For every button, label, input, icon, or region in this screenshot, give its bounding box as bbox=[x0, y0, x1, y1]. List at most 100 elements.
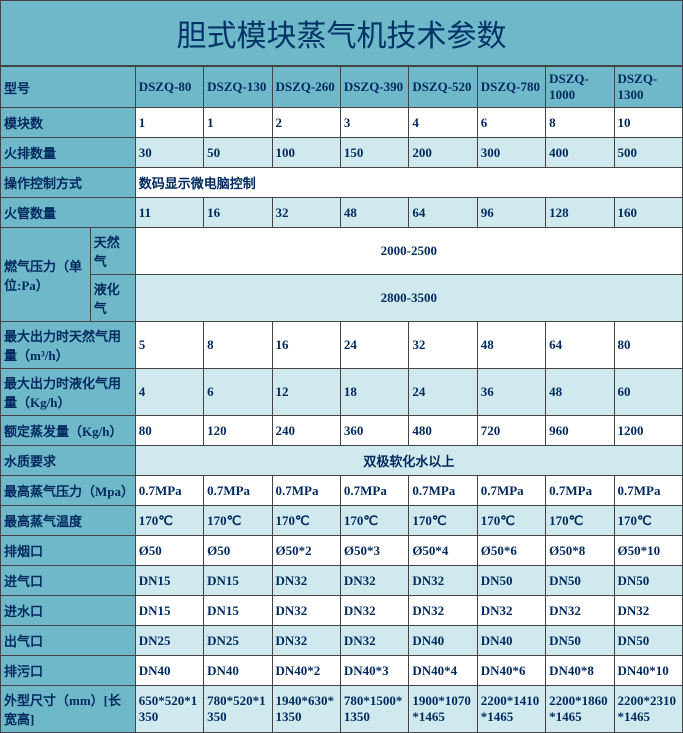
cell: 0.7MPa bbox=[614, 476, 682, 506]
cell: DN40*2 bbox=[272, 656, 340, 686]
cell: 水质要求 bbox=[1, 446, 136, 476]
cell: 数码显示微电脑控制 bbox=[135, 168, 682, 198]
cell: 170℃ bbox=[204, 506, 272, 536]
cell: 最高蒸气温度 bbox=[1, 506, 136, 536]
cell: 模块数 bbox=[1, 108, 136, 138]
cell: 8 bbox=[204, 322, 272, 369]
cell: DN32 bbox=[272, 566, 340, 596]
spec-table: 型号DSZQ-80DSZQ-130DSZQ-260DSZQ-390DSZQ-52… bbox=[0, 66, 683, 733]
cell: 进气口 bbox=[1, 566, 136, 596]
cell: 170℃ bbox=[340, 506, 408, 536]
cell: 操作控制方式 bbox=[1, 168, 136, 198]
cell: DN25 bbox=[204, 626, 272, 656]
cell: 650*520*1350 bbox=[135, 686, 203, 733]
cell: DN32 bbox=[272, 626, 340, 656]
cell: DN32 bbox=[477, 596, 545, 626]
cell: DN32 bbox=[340, 596, 408, 626]
cell: 5 bbox=[135, 322, 203, 369]
cell: 240 bbox=[272, 416, 340, 446]
cell: 16 bbox=[204, 198, 272, 228]
cell: Ø50 bbox=[204, 536, 272, 566]
cell: 1 bbox=[135, 108, 203, 138]
cell: DN32 bbox=[272, 596, 340, 626]
cell: 4 bbox=[135, 369, 203, 416]
cell: DN40*6 bbox=[477, 656, 545, 686]
cell: 128 bbox=[546, 198, 614, 228]
cell: 10 bbox=[614, 108, 682, 138]
cell: 500 bbox=[614, 138, 682, 168]
cell: 4 bbox=[409, 108, 477, 138]
cell: Ø50*4 bbox=[409, 536, 477, 566]
cell: 6 bbox=[477, 108, 545, 138]
cell: 48 bbox=[477, 322, 545, 369]
cell: 24 bbox=[340, 322, 408, 369]
cell: DN32 bbox=[614, 596, 682, 626]
cell: DSZQ-1300 bbox=[614, 67, 682, 108]
cell: 480 bbox=[409, 416, 477, 446]
cell: 64 bbox=[546, 322, 614, 369]
cell: DN40*4 bbox=[409, 656, 477, 686]
cell: 天然气 bbox=[90, 228, 135, 275]
cell: DN15 bbox=[204, 566, 272, 596]
cell: 火管数量 bbox=[1, 198, 136, 228]
cell: 200 bbox=[409, 138, 477, 168]
cell: DN50 bbox=[546, 566, 614, 596]
cell: 1940*630*1350 bbox=[272, 686, 340, 733]
cell: 3 bbox=[340, 108, 408, 138]
cell: 双极软化水以上 bbox=[135, 446, 682, 476]
cell: 720 bbox=[477, 416, 545, 446]
cell: 96 bbox=[477, 198, 545, 228]
cell: 1 bbox=[204, 108, 272, 138]
cell: 80 bbox=[135, 416, 203, 446]
cell: DN40*3 bbox=[340, 656, 408, 686]
cell: DN40 bbox=[135, 656, 203, 686]
table-title: 胆式模块蒸气机技术参数 bbox=[0, 0, 683, 66]
cell: 120 bbox=[204, 416, 272, 446]
cell: DN40 bbox=[204, 656, 272, 686]
cell: DN50 bbox=[614, 626, 682, 656]
cell: 最大出力时液化气用量（Kg/h） bbox=[1, 369, 136, 416]
cell: 170℃ bbox=[409, 506, 477, 536]
cell: 30 bbox=[135, 138, 203, 168]
cell: 2800-3500 bbox=[135, 275, 682, 322]
cell: 2 bbox=[272, 108, 340, 138]
cell: 11 bbox=[135, 198, 203, 228]
cell: 400 bbox=[546, 138, 614, 168]
cell: DN32 bbox=[409, 566, 477, 596]
cell: DN32 bbox=[546, 596, 614, 626]
cell: 型号 bbox=[1, 67, 136, 108]
cell: 2200*1410*1465 bbox=[477, 686, 545, 733]
cell: 2200*1860*1465 bbox=[546, 686, 614, 733]
cell: 24 bbox=[409, 369, 477, 416]
cell: Ø50*3 bbox=[340, 536, 408, 566]
cell: DN50 bbox=[477, 566, 545, 596]
cell: DSZQ-390 bbox=[340, 67, 408, 108]
cell: 48 bbox=[340, 198, 408, 228]
cell: Ø50 bbox=[135, 536, 203, 566]
cell: DN15 bbox=[204, 596, 272, 626]
cell: 16 bbox=[272, 322, 340, 369]
cell: 0.7MPa bbox=[135, 476, 203, 506]
cell: DN40*10 bbox=[614, 656, 682, 686]
cell: 0.7MPa bbox=[340, 476, 408, 506]
cell: DSZQ-260 bbox=[272, 67, 340, 108]
cell: 170℃ bbox=[477, 506, 545, 536]
cell: DN32 bbox=[409, 596, 477, 626]
cell: 18 bbox=[340, 369, 408, 416]
cell: 2200*2310*1465 bbox=[614, 686, 682, 733]
cell: 0.7MPa bbox=[546, 476, 614, 506]
cell: 360 bbox=[340, 416, 408, 446]
cell: 780*520*1350 bbox=[204, 686, 272, 733]
cell: 外型尺寸（mm）[长宽高] bbox=[1, 686, 136, 733]
cell: 60 bbox=[614, 369, 682, 416]
cell: Ø50*6 bbox=[477, 536, 545, 566]
cell: 1200 bbox=[614, 416, 682, 446]
cell: DN15 bbox=[135, 566, 203, 596]
cell: Ø50*10 bbox=[614, 536, 682, 566]
cell: 最高蒸气压力（Mpa） bbox=[1, 476, 136, 506]
cell: 火排数量 bbox=[1, 138, 136, 168]
cell: 8 bbox=[546, 108, 614, 138]
cell: 48 bbox=[546, 369, 614, 416]
cell: 64 bbox=[409, 198, 477, 228]
cell: DSZQ-130 bbox=[204, 67, 272, 108]
